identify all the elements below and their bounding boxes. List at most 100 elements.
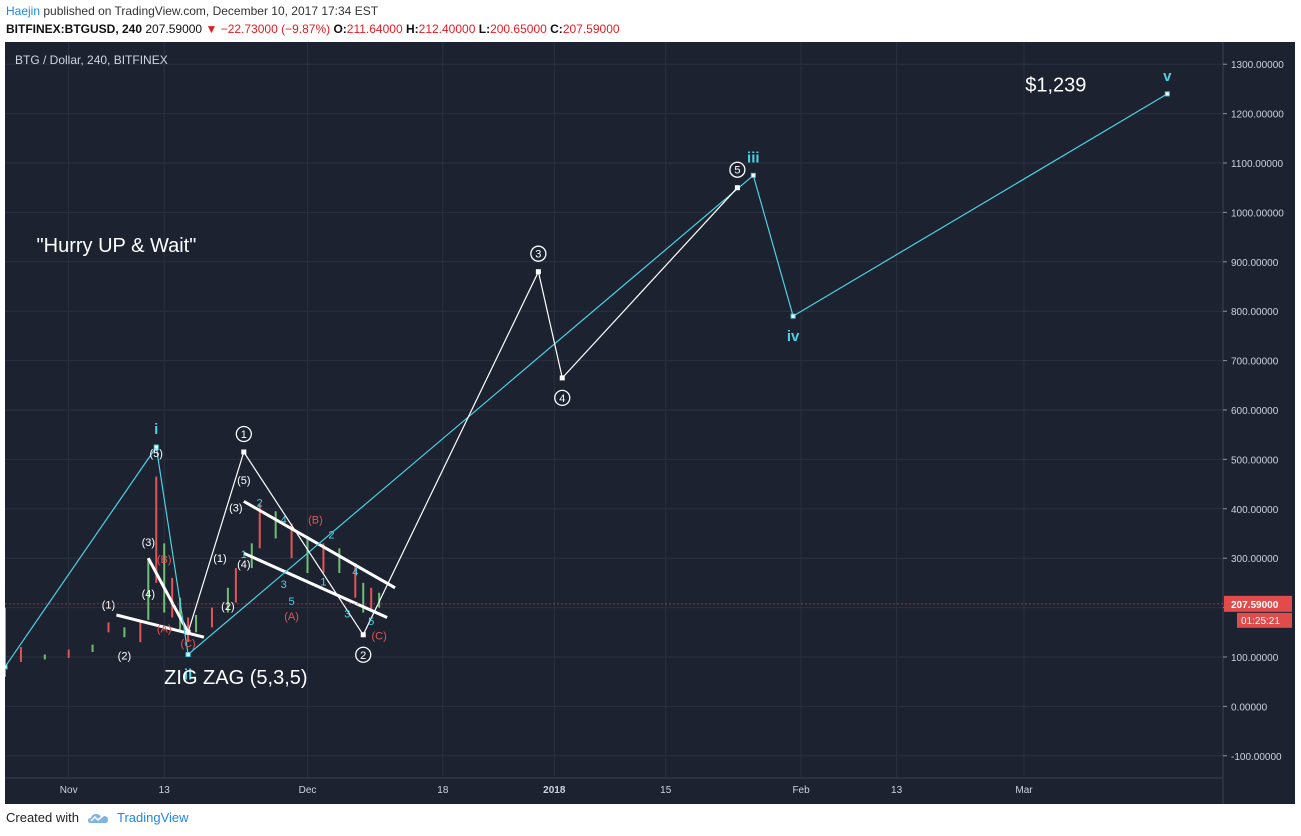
y-tick-label: 1300.00000 <box>1231 60 1284 71</box>
cyan-wave-point <box>1164 91 1170 97</box>
price-axis-panel <box>1223 42 1295 804</box>
y-tick-label: 900.00000 <box>1231 258 1279 269</box>
chart-annotation: $1,239 <box>1025 74 1086 96</box>
y-tick-label: 1100.00000 <box>1231 159 1284 170</box>
chart-annotation: (2) <box>221 601 234 613</box>
high-value: 212.40000 <box>418 22 476 36</box>
x-tick-label: 2018 <box>543 785 566 796</box>
cyan-wave-label: iii <box>747 149 760 166</box>
cyan-wave-line <box>5 93 1168 668</box>
chart-annotation: (B) <box>308 515 323 527</box>
chart-annotation: (1) <box>102 600 115 612</box>
white-wave-line <box>187 187 738 637</box>
chart-annotation: ZIG ZAG (5,3,5) <box>164 667 307 689</box>
white-wave-label: 2 <box>360 650 366 662</box>
chart-annotation: (A) <box>284 611 299 623</box>
x-tick-label: Dec <box>299 785 317 796</box>
chart-annotation: (5) <box>237 475 250 487</box>
y-tick-label: 0.00000 <box>1231 702 1268 713</box>
y-tick-label: 800.00000 <box>1231 307 1279 318</box>
chart-annotation: (1) <box>213 553 226 565</box>
white-wave-label: 4 <box>559 393 565 405</box>
high-label: H: <box>405 22 419 36</box>
x-tick-label: Mar <box>1015 785 1033 796</box>
chart-annotation: (A) <box>157 623 172 635</box>
cyan-wave-label: i <box>154 421 158 438</box>
y-tick-label: 1000.00000 <box>1231 208 1284 219</box>
author-link[interactable]: Haejin <box>6 4 41 18</box>
white-wave-point <box>734 185 740 191</box>
y-tick-label: 400.00000 <box>1231 505 1279 516</box>
footer: Created with TradingView <box>6 810 189 825</box>
y-tick-label: 500.00000 <box>1231 455 1279 466</box>
cyan-wave-point <box>5 664 8 670</box>
white-wave-circle-label <box>554 389 571 407</box>
x-tick-label: Feb <box>792 785 810 796</box>
y-tick-label: 700.00000 <box>1231 357 1279 368</box>
chart-annotation: (5) <box>150 448 163 460</box>
chart-annotation: (C) <box>180 638 195 650</box>
x-tick-label: 13 <box>891 785 903 796</box>
chart-annotation: (3) <box>229 502 242 514</box>
chart-annotation: "Hurry UP & Wait" <box>37 235 197 257</box>
white-wave-circle-label <box>530 245 547 262</box>
white-wave-circle-label <box>235 425 252 443</box>
cyan-wave-point <box>790 313 796 319</box>
y-tick-label: 1200.00000 <box>1231 110 1284 121</box>
white-wave-label: 3 <box>535 249 541 261</box>
chart-annotation: 5 <box>289 596 295 608</box>
chart-annotation: 5 <box>368 616 374 628</box>
price-badge <box>1224 595 1292 612</box>
white-wave-point <box>241 449 247 455</box>
cyan-wave-point <box>153 444 159 450</box>
tradingview-link[interactable]: TradingView <box>116 810 189 825</box>
chart-annotation: (B) <box>157 554 172 566</box>
chart-annotation: (3) <box>142 537 155 549</box>
white-wave-label: 5 <box>734 165 740 177</box>
chart-annotation: (2) <box>118 650 131 662</box>
chart-container[interactable]: -100.000000.00000100.00000200.00000300.0… <box>5 42 1295 804</box>
chart-background <box>5 42 1295 804</box>
wedge-trendline <box>146 557 190 633</box>
down-arrow-icon: ▼ <box>205 22 218 36</box>
x-tick-label: 18 <box>437 785 449 796</box>
wedge-trendline <box>243 551 388 619</box>
cyan-wave-point <box>750 172 756 178</box>
open-value: 211.64000 <box>346 22 403 36</box>
chart-annotation: 1 <box>241 549 247 561</box>
low-value: 200.65000 <box>490 22 547 36</box>
chart-annotation: 3 <box>281 579 287 591</box>
cyan-wave-point <box>185 652 191 658</box>
white-wave-point <box>360 632 366 638</box>
cyan-wave-label: v <box>1163 68 1172 85</box>
cyan-wave-label: iv <box>787 328 800 345</box>
chart-annotation: 2 <box>257 497 263 509</box>
white-wave-point <box>559 375 565 381</box>
chart-annotation: 3 <box>344 608 350 620</box>
close-label: C: <box>550 22 563 36</box>
wedge-trendline <box>243 500 396 590</box>
chart-annotation: (C) <box>372 631 387 643</box>
white-wave-circle-label <box>355 646 372 663</box>
close-value: 207.59000 <box>562 22 620 36</box>
y-tick-label: 300.00000 <box>1231 554 1279 565</box>
chart-annotation: 2 <box>328 529 334 541</box>
x-tick-label: 15 <box>660 785 672 796</box>
chart-annotation: (4) <box>237 559 250 571</box>
tradingview-logo-icon <box>87 813 108 823</box>
white-wave-point <box>185 629 191 635</box>
price-chart[interactable]: -100.000000.00000100.00000200.00000300.0… <box>5 42 1295 804</box>
x-tick-label: Nov <box>60 785 78 796</box>
publish-info: Haejin published on TradingView.com, Dec… <box>6 4 378 18</box>
created-with-label: Created with <box>6 810 79 825</box>
y-tick-label: -100.00000 <box>1231 752 1282 763</box>
price-change: −22.73000 (−9.87%) <box>220 22 331 36</box>
cyan-wave-label: ii <box>184 667 192 684</box>
white-wave-label: 1 <box>241 429 247 441</box>
low-label: L: <box>478 22 491 36</box>
y-tick-label: 600.00000 <box>1231 406 1279 417</box>
price-badge-label: 207.59000 <box>1231 600 1279 611</box>
chart-title: BTG / Dollar, 240, BITFINEX <box>15 53 168 67</box>
white-wave-circle-label <box>729 161 746 178</box>
countdown-badge <box>1237 612 1292 628</box>
